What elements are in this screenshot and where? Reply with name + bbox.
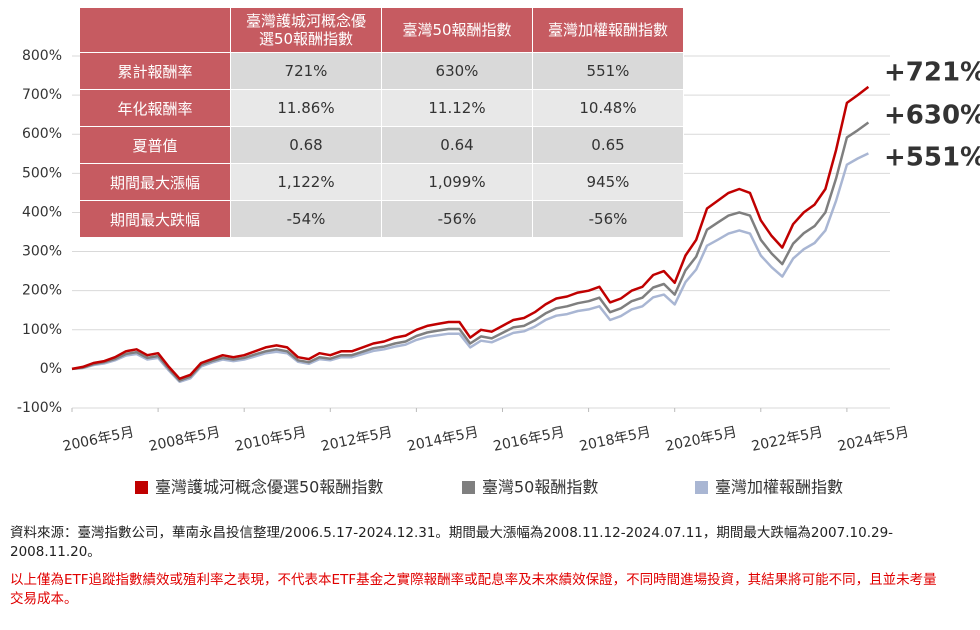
- cell: 1,122%: [230, 163, 382, 201]
- corner-cell: [80, 8, 231, 53]
- table-row: 期間最大跌幅 -54% -56% -56%: [80, 200, 684, 238]
- cell: 630%: [381, 52, 533, 90]
- y-tick-label: 800%: [22, 48, 62, 64]
- x-tick-label: 2014年5月: [406, 424, 480, 455]
- y-tick-label: 200%: [22, 283, 62, 299]
- row-label: 年化報酬率: [80, 89, 231, 127]
- cell: 10.48%: [532, 89, 684, 127]
- cell: 0.64: [381, 126, 533, 164]
- table-row: 累計報酬率 721% 630% 551%: [80, 52, 684, 90]
- x-tick-label: 2010年5月: [234, 424, 308, 455]
- series-line: [71, 152, 869, 384]
- y-tick-label: 400%: [22, 204, 62, 220]
- x-tick-label: 2024年5月: [836, 424, 910, 455]
- header-row: 臺灣護城河概念優選50報酬指數 臺灣50報酬指數 臺灣加權報酬指數: [80, 8, 684, 53]
- y-tick-label: 0%: [40, 361, 62, 377]
- x-tick-label: 2012年5月: [320, 424, 394, 455]
- cell: 945%: [532, 163, 684, 201]
- source-note: 資料來源：臺灣指數公司，華南永昌投信整理/2006.5.17-2024.12.3…: [10, 525, 894, 560]
- cell: 721%: [230, 52, 382, 90]
- y-tick-label: 100%: [22, 322, 62, 338]
- legend-swatch: [462, 481, 475, 494]
- series-line: [71, 121, 870, 382]
- column-header: 臺灣加權報酬指數: [532, 8, 684, 53]
- table-row: 年化報酬率 11.86% 11.12% 10.48%: [80, 89, 684, 127]
- legend-label: 臺灣護城河概念優選50報酬指數: [155, 478, 383, 497]
- x-tick-label: 2018年5月: [578, 424, 652, 455]
- table-row: 夏普值 0.68 0.64 0.65: [80, 126, 684, 164]
- cell: -56%: [381, 200, 533, 238]
- stats-table: 臺灣護城河概念優選50報酬指數 臺灣50報酬指數 臺灣加權報酬指數 累計報酬率 721%…: [80, 8, 684, 238]
- cell: -56%: [532, 200, 684, 238]
- legend-swatch: [135, 481, 148, 494]
- y-tick-label: -100%: [17, 400, 62, 416]
- table-row: 期間最大漲幅 1,122% 1,099% 945%: [80, 163, 684, 201]
- row-label: 夏普值: [80, 126, 231, 164]
- row-label: 累計報酬率: [80, 52, 231, 90]
- series-line: [71, 85, 870, 380]
- end-label: +551%: [884, 143, 980, 173]
- legend-label: 臺灣50報酬指數: [482, 478, 598, 497]
- cell: 551%: [532, 52, 684, 90]
- row-label: 期間最大漲幅: [80, 163, 231, 201]
- x-tick-label: 2022年5月: [750, 424, 824, 455]
- column-header: 臺灣護城河概念優選50報酬指數: [230, 8, 382, 53]
- cell: 11.86%: [230, 89, 382, 127]
- legend-swatch: [695, 481, 708, 494]
- disclaimer: 以上僅為ETF追蹤指數績效或殖利率之表現，不代表本ETF基金之實際報酬率或配息率…: [10, 572, 937, 607]
- end-label: +630%: [884, 101, 980, 131]
- cell: 1,099%: [381, 163, 533, 201]
- x-tick-label: 2008年5月: [147, 424, 221, 455]
- end-label: +721%: [884, 58, 980, 88]
- x-tick-label: 2020年5月: [664, 424, 738, 455]
- cell: 0.68: [230, 126, 382, 164]
- cell: 0.65: [532, 126, 684, 164]
- y-tick-label: 600%: [22, 126, 62, 142]
- cell: -54%: [230, 200, 382, 238]
- y-tick-label: 300%: [22, 244, 62, 260]
- y-tick-label: 700%: [22, 87, 62, 103]
- row-label: 期間最大跌幅: [80, 200, 231, 238]
- y-tick-label: 500%: [22, 165, 62, 181]
- cell: 11.12%: [381, 89, 533, 127]
- x-tick-label: 2006年5月: [61, 424, 135, 455]
- legend-label: 臺灣加權報酬指數: [715, 478, 843, 497]
- column-header: 臺灣50報酬指數: [381, 8, 533, 53]
- x-tick-label: 2016年5月: [492, 424, 566, 455]
